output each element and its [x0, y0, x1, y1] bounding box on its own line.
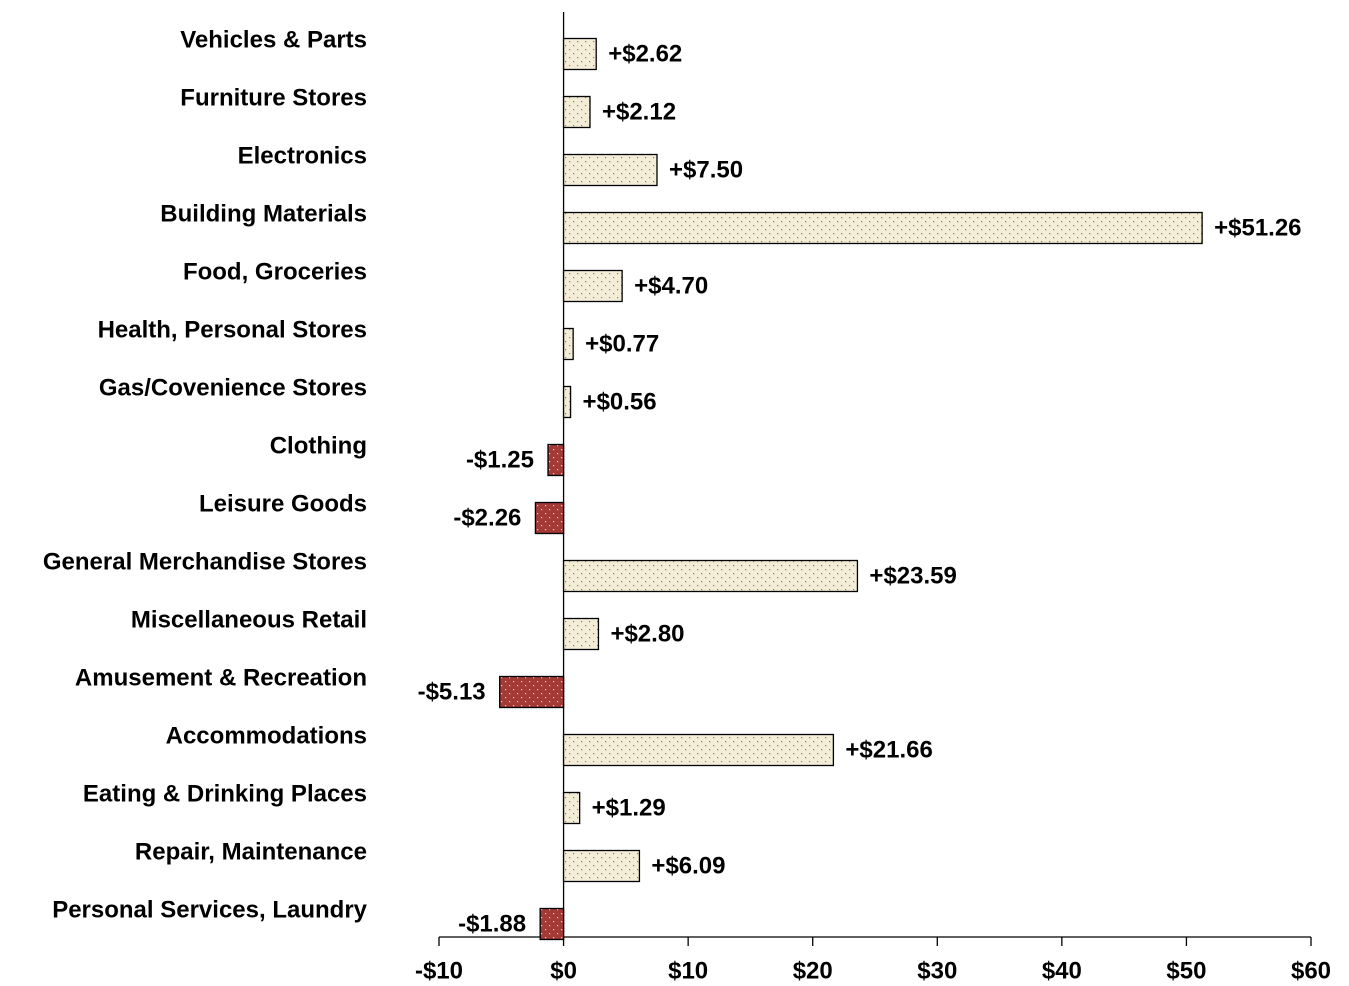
value-label: +$4.70 [634, 272, 708, 299]
bar [547, 443, 565, 477]
x-tick-label: $60 [1291, 957, 1331, 984]
category-label: Food, Groceries [183, 258, 367, 285]
bar [534, 501, 565, 535]
bar [562, 211, 1203, 245]
value-label: +$1.29 [592, 794, 666, 821]
category-label: General Merchandise Stores [43, 548, 367, 575]
category-label: Building Materials [160, 200, 367, 227]
category-label: Miscellaneous Retail [131, 606, 367, 633]
bar [562, 733, 835, 767]
x-tick-label: $10 [668, 957, 708, 984]
value-label: +$6.09 [651, 852, 725, 879]
value-label: -$5.13 [418, 678, 486, 705]
category-label: Accommodations [166, 722, 367, 749]
bar [562, 791, 581, 825]
category-label: Clothing [270, 432, 367, 459]
value-label: +$0.77 [585, 330, 659, 357]
category-label: Eating & Drinking Places [83, 780, 367, 807]
category-label: Leisure Goods [199, 490, 367, 517]
value-label: +$2.12 [602, 98, 676, 125]
category-label: Gas/Covenience Stores [99, 374, 367, 401]
value-label: +$7.50 [669, 156, 743, 183]
value-label: +$2.62 [608, 40, 682, 67]
x-tick-label: $30 [917, 957, 957, 984]
bar [539, 907, 565, 941]
x-tick-label: -$10 [415, 957, 463, 984]
category-label: Electronics [238, 142, 367, 169]
bar [562, 559, 859, 593]
value-label: -$2.26 [453, 504, 521, 531]
bar [499, 675, 565, 709]
value-label: +$2.80 [610, 620, 684, 647]
category-label: Amusement & Recreation [75, 664, 367, 691]
bar [562, 617, 600, 651]
category-label: Personal Services, Laundry [52, 896, 367, 923]
bar [562, 95, 591, 129]
bar [562, 153, 658, 187]
category-label: Vehicles & Parts [180, 26, 367, 53]
value-label: -$1.25 [466, 446, 534, 473]
category-label: Health, Personal Stores [98, 316, 367, 343]
value-label: +$51.26 [1214, 214, 1301, 241]
value-label: +$23.59 [869, 562, 956, 589]
category-label: Furniture Stores [180, 84, 367, 111]
bar [562, 37, 597, 71]
bar [562, 327, 574, 361]
x-tick-label: $20 [793, 957, 833, 984]
value-label: +$0.56 [583, 388, 657, 415]
bar [562, 269, 623, 303]
bar [562, 849, 641, 883]
x-tick-label: $0 [550, 957, 577, 984]
category-label: Repair, Maintenance [135, 838, 367, 865]
value-label: -$1.88 [458, 910, 526, 937]
value-label: +$21.66 [845, 736, 932, 763]
bar [562, 385, 572, 419]
x-tick-label: $40 [1042, 957, 1082, 984]
x-tick-label: $50 [1166, 957, 1206, 984]
